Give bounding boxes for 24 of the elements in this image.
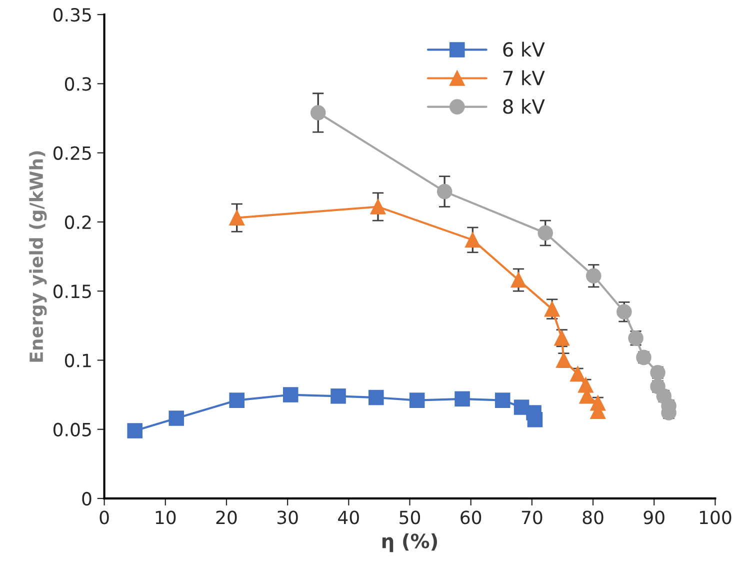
y-tick-label: 0.2 xyxy=(64,215,91,230)
y-tick-label: 0 xyxy=(82,492,92,506)
legend-label: 7 kV xyxy=(503,70,545,86)
legend-label: 8 kV xyxy=(503,98,545,114)
y-tick-label: 0.05 xyxy=(53,422,91,436)
y-tick-label: 0.25 xyxy=(53,146,91,160)
x-tick-label: 60 xyxy=(460,510,482,524)
x-tick-label: 100 xyxy=(700,510,732,524)
x-tick-label: 50 xyxy=(400,510,420,524)
y-tick-label: 0.35 xyxy=(53,8,91,22)
x-tick-label: 30 xyxy=(277,510,298,524)
y-axis-title: Energy yield (g/kWh) xyxy=(29,151,47,362)
x-tick-label: 80 xyxy=(582,510,604,524)
y-tick-label: 0.15 xyxy=(53,284,91,298)
x-tick-label: 40 xyxy=(338,510,359,524)
x-tick-label: 90 xyxy=(644,510,664,524)
x-tick-label: 10 xyxy=(156,510,176,524)
x-tick-label: 0 xyxy=(100,510,109,524)
x-tick-label: 70 xyxy=(522,510,542,524)
x-axis-title: η (%) xyxy=(382,533,438,552)
legend-label: 6 kV xyxy=(503,42,545,57)
x-tick-label: 20 xyxy=(216,510,237,524)
y-tick-label: 0.1 xyxy=(64,354,91,368)
y-tick-label: 0.3 xyxy=(64,77,92,91)
